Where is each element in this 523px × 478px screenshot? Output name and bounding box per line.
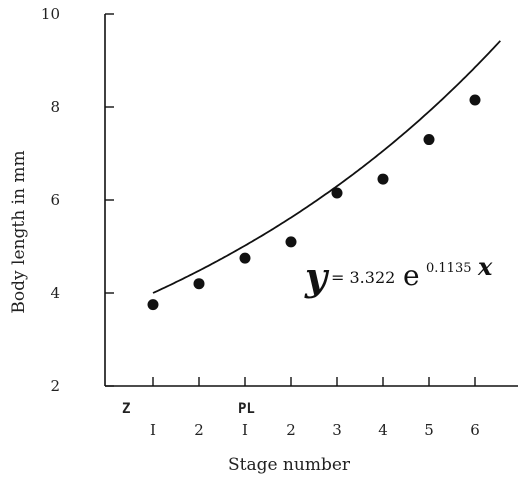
- fit-curve: [152, 40, 501, 294]
- equation-coefficient: = 3.322: [331, 268, 395, 287]
- y-tick-label: 8: [50, 98, 60, 116]
- equation-variable: x: [477, 252, 493, 281]
- x-tick-label: 3: [332, 421, 342, 439]
- y-axis-title: Body length in mm: [9, 150, 29, 313]
- data-point: [423, 134, 435, 146]
- x-tick-label: 2: [194, 421, 204, 439]
- data-point: [469, 94, 481, 106]
- x-tick-label: 2: [286, 421, 296, 439]
- data-point: [147, 299, 159, 311]
- data-points: [147, 94, 481, 311]
- equation-base: e: [403, 259, 420, 292]
- equation-exponent: 0.1135: [426, 261, 472, 276]
- x-ticks: I 2 I 2 3 4 5 6: [150, 377, 480, 439]
- fit-equation: y = 3.322 e 0.1135 x: [304, 252, 493, 299]
- data-point: [377, 173, 389, 185]
- equation-lhs: y: [304, 254, 330, 299]
- y-tick-label: 4: [50, 284, 60, 302]
- y-ticks: 2 4 6 8 10: [41, 5, 114, 395]
- x-axis-title: Stage number: [228, 455, 351, 475]
- x-tick-label: 4: [378, 421, 388, 439]
- data-point: [331, 187, 343, 199]
- x-tick-label: I: [242, 421, 248, 439]
- x-tick-label: 6: [470, 421, 480, 439]
- y-tick-label: 10: [41, 5, 60, 23]
- data-point: [193, 278, 205, 290]
- x-group-labels: Z PL: [122, 401, 255, 417]
- x-group-label-pl: PL: [238, 401, 255, 417]
- axes: [104, 14, 518, 387]
- x-tick-label: 5: [424, 421, 434, 439]
- y-tick-label: 6: [50, 191, 60, 209]
- data-point: [239, 252, 251, 264]
- x-group-label-z: Z: [122, 401, 130, 417]
- x-tick-label: I: [150, 421, 156, 439]
- data-point: [285, 236, 297, 248]
- y-tick-label: 2: [50, 377, 60, 395]
